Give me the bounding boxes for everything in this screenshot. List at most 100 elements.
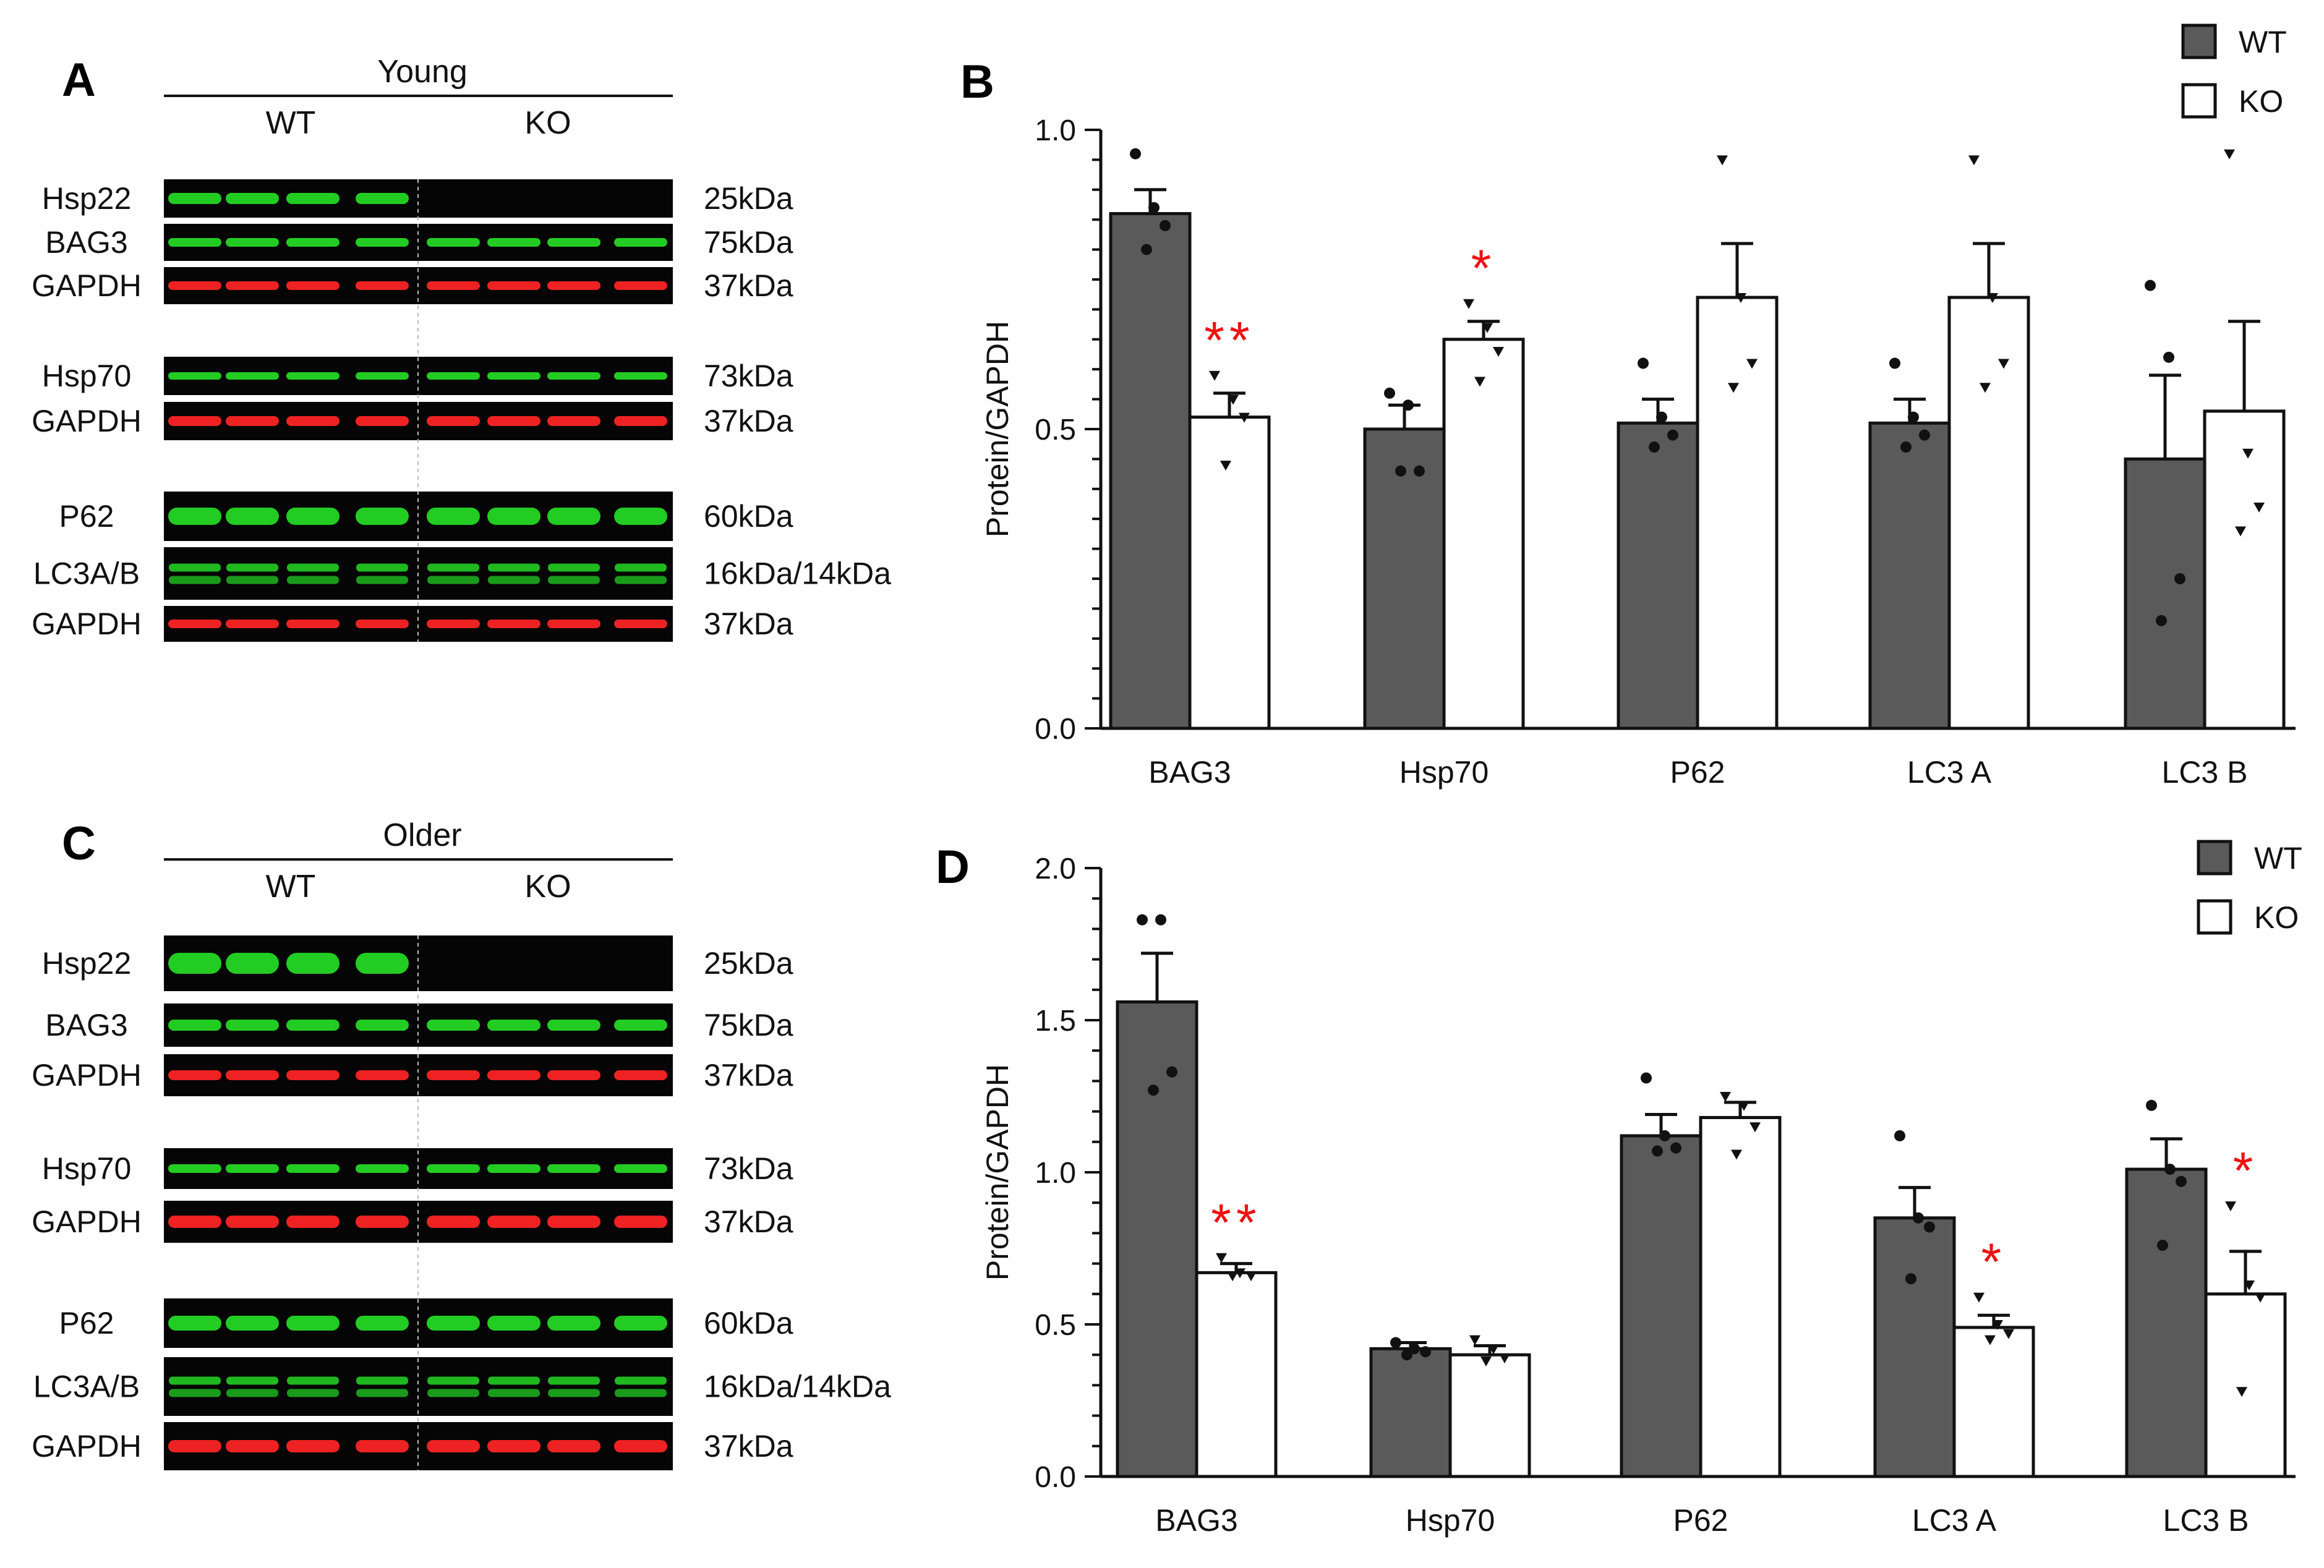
blot-band — [615, 576, 667, 584]
data-point-wt — [1924, 1221, 1935, 1233]
data-point-ko — [2242, 448, 2254, 459]
blot-band — [286, 1164, 340, 1173]
blot-band — [168, 508, 221, 525]
blot-band — [356, 238, 409, 247]
blot-band — [168, 416, 221, 426]
blot-band — [487, 238, 540, 247]
data-point-wt — [1390, 1337, 1401, 1349]
y-tick-label: 1.0 — [1035, 114, 1076, 147]
blot-band — [169, 563, 221, 572]
blot-band — [427, 1216, 480, 1228]
legend-label: WT — [2239, 25, 2287, 59]
blot-band — [614, 1316, 667, 1331]
blot-band — [287, 563, 339, 572]
data-point-ko — [1998, 359, 2009, 369]
data-point-ko — [1488, 1344, 1499, 1355]
data-point-wt — [1649, 441, 1660, 453]
blot-band — [614, 1070, 667, 1080]
data-point-wt — [1919, 429, 1930, 441]
y-tick-label: 2.0 — [1035, 853, 1076, 885]
blot-band — [488, 563, 540, 572]
data-point-wt — [1913, 1212, 1924, 1224]
y-axis-title: Protein/GAPDH — [980, 1064, 1015, 1280]
blot-row: P62 60kDa — [59, 1298, 793, 1348]
data-point-ko — [1463, 299, 1474, 309]
blot-band — [356, 1376, 408, 1385]
data-point-wt — [1166, 1066, 1177, 1078]
blot-band — [614, 1440, 667, 1452]
blot-row: GAPDH 37kDa — [32, 1422, 793, 1470]
blot-band — [226, 576, 278, 584]
legend-swatch-ko — [2181, 83, 2217, 119]
protein-label: Hsp70 — [42, 359, 132, 393]
blot-band — [226, 238, 279, 247]
blot-band — [427, 1316, 480, 1331]
legend-swatch-ko — [2197, 899, 2232, 935]
bar-wt — [1116, 1000, 1198, 1478]
data-point-ko — [2254, 502, 2265, 513]
blot-row: BAG3 75kDa — [45, 1003, 793, 1047]
blot-band — [286, 416, 340, 426]
data-point-wt — [1652, 1145, 1663, 1157]
blot-band — [356, 953, 409, 974]
data-point-ko — [1469, 1335, 1480, 1345]
data-point-ko — [1245, 1271, 1257, 1282]
data-point-ko — [2235, 526, 2246, 537]
kda-label: 37kDa — [704, 607, 793, 641]
bar-ko — [1442, 338, 1525, 730]
blot-band — [226, 953, 279, 974]
blot-band — [226, 1020, 279, 1031]
protein-label: P62 — [59, 1306, 114, 1340]
blot-band — [427, 1440, 480, 1452]
protein-label: GAPDH — [32, 1204, 142, 1239]
blot-band — [614, 416, 667, 426]
bar-wt — [1620, 1134, 1702, 1478]
blot-band — [548, 576, 600, 584]
y-tick-label: 1.5 — [1035, 1005, 1076, 1038]
data-point-wt — [1889, 357, 1900, 369]
bar-ko — [1195, 1271, 1278, 1478]
data-point-wt — [1409, 1343, 1420, 1355]
kda-label: 60kDa — [704, 1306, 793, 1340]
blot-band — [427, 238, 480, 247]
data-point-ko — [1968, 155, 1980, 166]
blot-row: BAG3 75kDa — [45, 224, 793, 261]
blot-band — [286, 1316, 340, 1331]
data-point-wt — [1130, 148, 1141, 160]
blot-band — [547, 1316, 600, 1331]
blot-band — [615, 563, 667, 572]
x-tick-label: LC3 A — [1912, 1503, 1997, 1538]
data-point-wt — [1659, 1130, 1670, 1141]
data-point-ko — [1731, 1149, 1742, 1160]
blot-band — [356, 620, 409, 628]
blot-band — [226, 1316, 279, 1331]
blot-band — [487, 281, 540, 290]
data-point-ko — [1973, 1292, 1984, 1303]
bar-ko — [1188, 415, 1271, 730]
kda-label: 37kDa — [704, 1429, 793, 1464]
x-tick-label: LC3 B — [2163, 1503, 2249, 1538]
data-point-ko — [2255, 1292, 2266, 1303]
blot-band — [226, 563, 278, 572]
blot-band — [487, 1316, 540, 1331]
protein-label: Hsp22 — [42, 181, 132, 216]
data-point-ko — [1749, 1122, 1761, 1133]
protein-label: P62 — [59, 499, 114, 534]
blot-band — [226, 281, 279, 290]
data-point-wt — [1148, 1084, 1159, 1096]
kda-label: 75kDa — [704, 1008, 793, 1042]
x-tick-label: BAG3 — [1155, 1503, 1237, 1538]
blot-band — [488, 1376, 540, 1385]
blot-row: GAPDH 37kDa — [32, 402, 793, 440]
wt-label: WT — [266, 869, 316, 905]
data-point-ko — [1980, 383, 1991, 393]
blot-band — [548, 1376, 600, 1385]
blot-band — [226, 508, 279, 525]
data-point-wt — [1384, 387, 1395, 399]
blot-band — [286, 620, 340, 628]
protein-label: LC3A/B — [33, 1370, 140, 1404]
y-tick-label: 0.0 — [1035, 713, 1076, 746]
blot-band — [487, 1164, 540, 1173]
data-point-ko — [2236, 1387, 2247, 1397]
blot-band — [286, 193, 340, 204]
